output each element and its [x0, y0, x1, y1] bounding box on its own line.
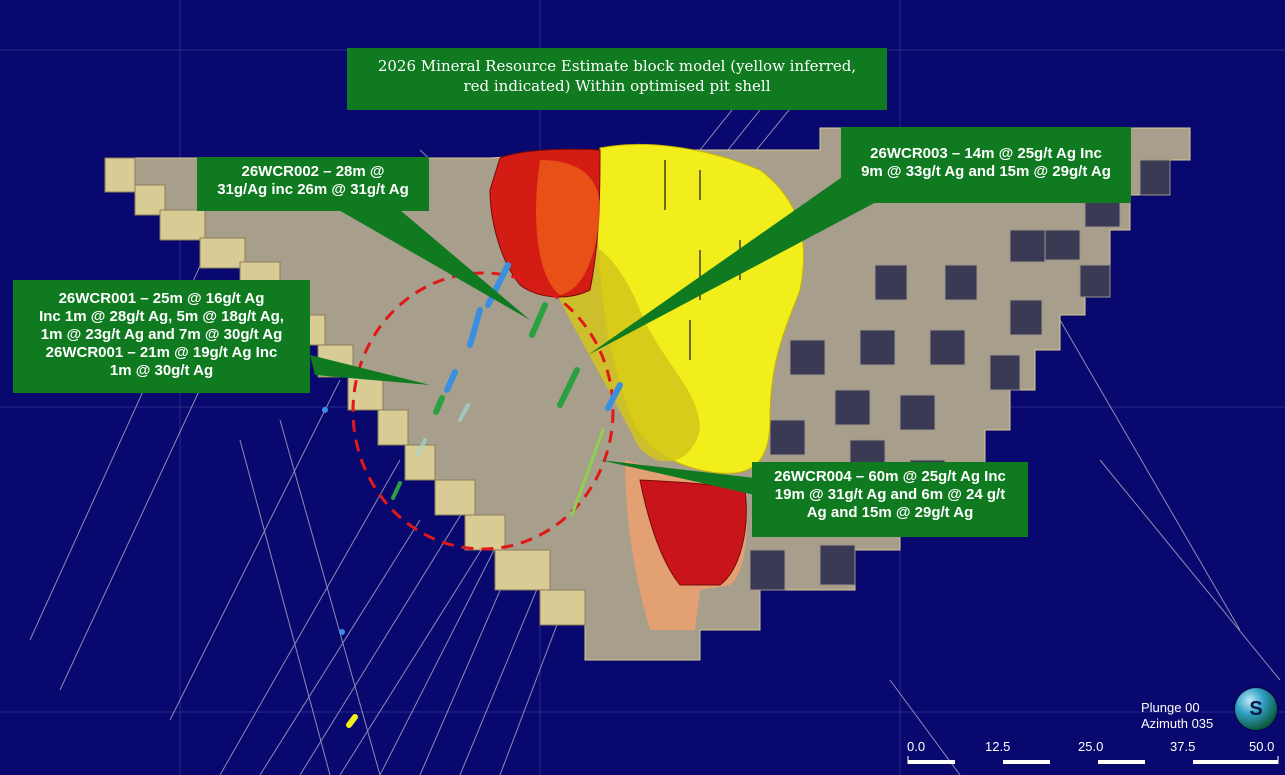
callout-26wcr001: 26WCR001 – 25m @ 16g/t Ag Inc 1m @ 28g/t…: [13, 280, 310, 393]
callout-26wcr002: 26WCR002 – 28m @ 31g/Ag inc 26m @ 31g/t …: [197, 157, 429, 211]
scale-tick-1: 12.5: [985, 739, 1010, 754]
sphere-logo-icon: S: [1235, 688, 1277, 730]
callout-26wcr003: 26WCR003 – 14m @ 25g/t Ag Inc 9m @ 33g/t…: [841, 127, 1131, 203]
scale-tick-2: 25.0: [1078, 739, 1103, 754]
scale-tick-0: 0.0: [907, 739, 925, 754]
model-title: 2026 Mineral Resource Estimate block mod…: [347, 48, 887, 110]
azimuth-readout: Azimuth 035: [1141, 716, 1251, 732]
callout-26wcr004: 26WCR004 – 60m @ 25g/t Ag Inc 19m @ 31g/…: [752, 462, 1028, 537]
scale-tick-3: 37.5: [1170, 739, 1195, 754]
scale-tick-4: 50.0: [1249, 739, 1274, 754]
logo-letter: S: [1249, 698, 1262, 721]
